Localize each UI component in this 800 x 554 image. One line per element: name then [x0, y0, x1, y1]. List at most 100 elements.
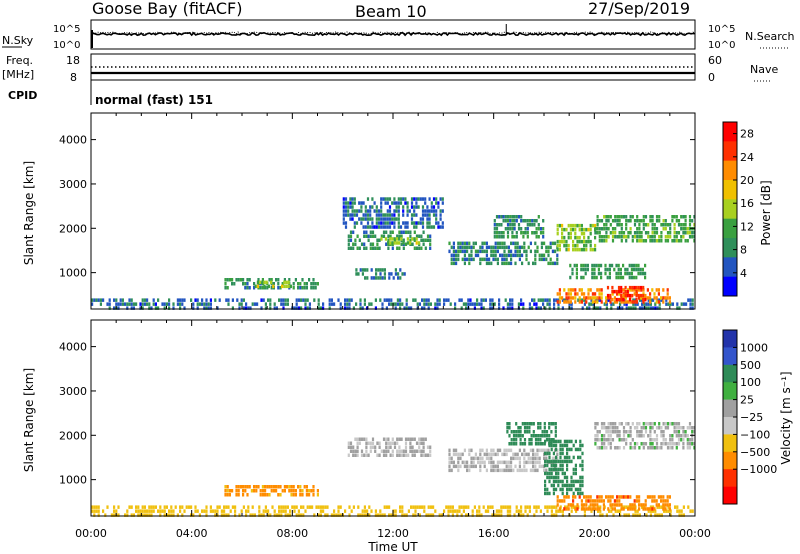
velocity-cell	[662, 422, 665, 426]
velocity-cell	[543, 468, 546, 473]
power-cell	[537, 235, 540, 239]
power-cell	[624, 271, 627, 276]
power-cell	[248, 286, 251, 290]
velocity-cell	[385, 453, 388, 457]
velocity-cell	[226, 489, 229, 493]
velocity-cell	[634, 513, 637, 517]
power-cell	[655, 219, 659, 223]
power-cell	[606, 293, 610, 298]
power-cell	[653, 235, 656, 239]
power-cell	[493, 219, 496, 223]
velocity-cell	[152, 509, 155, 513]
power-cell	[224, 282, 227, 286]
power-cell	[647, 298, 650, 302]
power-cell	[631, 285, 634, 290]
power-cell	[483, 249, 486, 254]
power-cell	[385, 230, 388, 234]
velocity-cell	[669, 442, 672, 446]
velocity-cell	[589, 499, 592, 503]
power-cell	[463, 249, 466, 254]
velocity-cell	[402, 449, 405, 453]
velocity-cell	[552, 443, 555, 448]
velocity-cell	[620, 495, 623, 499]
velocity-cell	[113, 505, 116, 509]
velocity-cell	[577, 455, 580, 460]
power-cell	[454, 302, 457, 306]
velocity-cell	[91, 505, 94, 509]
power-cell	[354, 238, 357, 242]
velocity-cell	[641, 505, 644, 509]
velocity-cell	[106, 505, 109, 509]
velocity-cell	[278, 505, 281, 509]
power-colorbar-swatch	[723, 257, 737, 277]
power-cell	[649, 235, 652, 239]
velocity-cell	[638, 446, 641, 450]
power-cell	[677, 239, 681, 243]
power-cell	[488, 261, 491, 266]
velocity-cell	[514, 456, 517, 461]
velocity-cell	[297, 509, 300, 513]
time-tick-label: 12:00	[377, 527, 409, 540]
velocity-cell	[510, 468, 513, 473]
velocity-cell	[589, 495, 592, 499]
velocity-colorbar-label: Velocity [m s⁻¹]	[779, 371, 793, 464]
power-cell	[432, 225, 436, 229]
power-cell	[436, 298, 439, 302]
velocity-cell	[633, 503, 636, 507]
velocity-cell	[420, 441, 423, 445]
velocity-cell	[143, 513, 146, 517]
power-cell	[624, 267, 627, 272]
velocity-cell	[495, 509, 498, 513]
velocity-cell	[509, 505, 512, 509]
power-cell	[642, 288, 645, 292]
velocity-cell	[483, 464, 486, 469]
velocity-cell	[245, 509, 248, 513]
power-cell	[551, 261, 554, 266]
velocity-cell	[663, 505, 666, 509]
velocity-cell	[609, 446, 612, 450]
power-cell	[365, 230, 368, 234]
power-cell	[505, 261, 508, 266]
power-cell	[262, 298, 265, 302]
velocity-cell	[520, 509, 523, 513]
power-cell	[368, 302, 371, 306]
power-cell	[501, 245, 504, 250]
velocity-cell	[664, 442, 667, 446]
velocity-cell	[273, 509, 276, 513]
power-cell	[635, 293, 638, 298]
velocity-cell	[583, 503, 586, 507]
velocity-cell	[365, 437, 368, 441]
power-cell	[595, 275, 598, 280]
velocity-cell	[418, 505, 421, 509]
velocity-cell	[496, 464, 499, 469]
velocity-cell	[662, 434, 665, 438]
velocity-cell	[102, 509, 105, 513]
power-cell	[375, 221, 378, 225]
velocity-cell	[387, 449, 390, 453]
noise-left-tick-bottom: 10^0	[53, 40, 80, 51]
power-cell	[572, 296, 575, 300]
velocity-cell	[302, 513, 305, 517]
power-cell	[389, 241, 392, 245]
power-cell	[384, 217, 387, 221]
velocity-cell	[566, 463, 569, 468]
power-cell	[666, 231, 670, 235]
power-cell	[401, 302, 404, 306]
power-cell	[484, 298, 487, 302]
power-cell	[675, 239, 678, 243]
power-cell	[283, 280, 286, 285]
velocity-cell	[605, 495, 608, 499]
velocity-cell	[292, 489, 295, 493]
power-cell	[575, 267, 578, 272]
power-cell	[603, 239, 606, 243]
power-cell	[396, 302, 399, 306]
power-cell	[534, 241, 537, 246]
velocity-cell	[143, 505, 146, 509]
power-cell	[386, 217, 389, 221]
power-cell	[371, 221, 374, 225]
velocity-cell	[598, 495, 601, 499]
velocity-cell	[640, 426, 643, 430]
power-cell	[557, 298, 560, 302]
power-cell	[611, 227, 615, 231]
velocity-cell	[401, 513, 404, 517]
